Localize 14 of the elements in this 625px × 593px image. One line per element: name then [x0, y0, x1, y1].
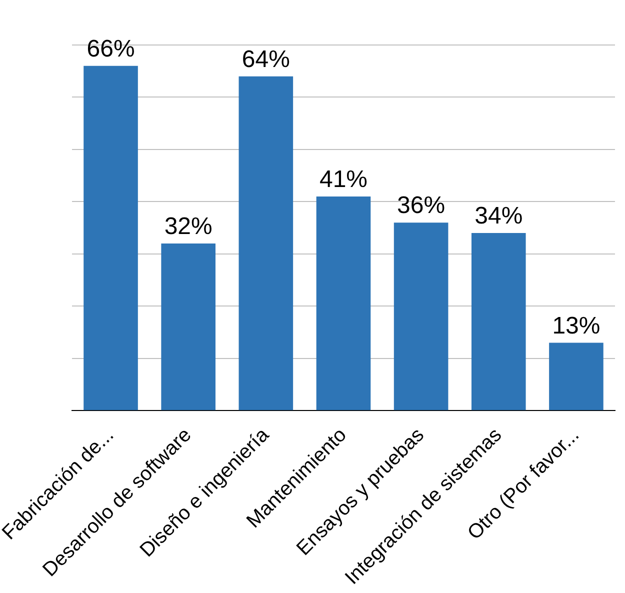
bar	[161, 244, 216, 410]
bar	[471, 233, 526, 410]
data-label: 41%	[319, 166, 368, 194]
data-label: 36%	[397, 192, 446, 220]
bar	[238, 76, 294, 410]
data-label: 34%	[474, 202, 523, 230]
bar	[549, 342, 604, 410]
bar	[84, 66, 138, 410]
data-label: 13%	[552, 312, 600, 340]
data-label: 64%	[242, 46, 290, 73]
bar	[394, 222, 448, 410]
data-label: 32%	[164, 213, 212, 240]
data-label: 66%	[86, 36, 135, 63]
bar	[316, 196, 371, 410]
